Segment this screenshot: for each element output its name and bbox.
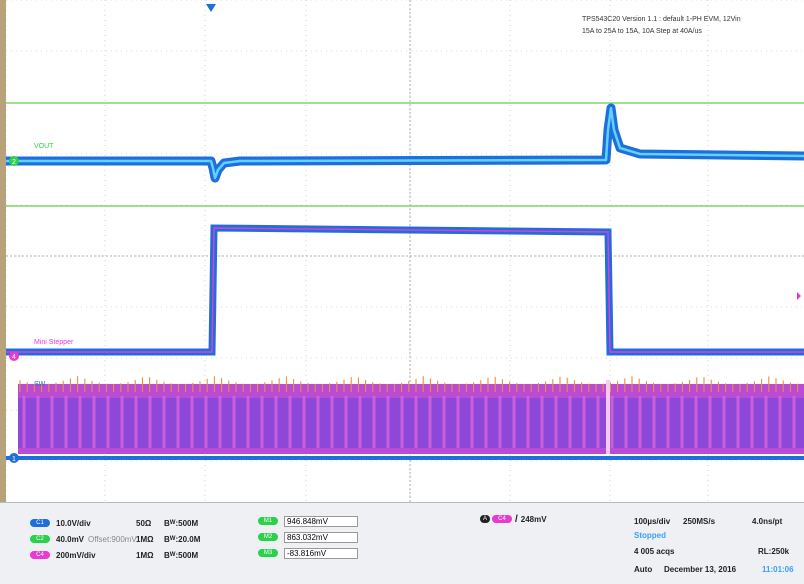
ch2-bandwidth: :20.0M	[175, 534, 201, 544]
ch1-bw-label: B	[164, 518, 170, 528]
clock-time: 11:01:06	[762, 565, 794, 574]
sw-gap	[606, 380, 610, 454]
ch2-bw-label: B	[164, 534, 170, 544]
ch4-marker-text: 4	[12, 354, 16, 361]
ch1-scale: 10.0V/div	[56, 518, 91, 528]
settings-bar: C1 10.0V/div 50Ω B W:500M C2 40.0mV Offse…	[0, 502, 804, 584]
left-edge-bar	[0, 0, 6, 502]
sw-label: SW	[34, 381, 46, 388]
measurement-3[interactable]: M3 -83.816mV	[258, 547, 358, 559]
vout-trace-core	[6, 106, 804, 180]
vout-label: VOUT	[34, 143, 54, 150]
ch2-impedance: 1MΩ	[136, 534, 154, 544]
trigger-level: 248mV	[520, 514, 547, 524]
ch1-bandwidth: :500M	[175, 518, 199, 528]
m1-value: 946.848mV	[284, 515, 358, 527]
ch2-marker-text: 2	[12, 159, 16, 166]
measurement-1[interactable]: M1 946.848mV	[258, 515, 358, 527]
resolution: 4.0ns/pt	[752, 517, 783, 526]
sample-rate: 250MS/s	[683, 517, 716, 526]
ch4-settings[interactable]: C4 200mV/div 1MΩ B W:500M	[30, 549, 198, 561]
acquisition-status[interactable]: Stopped	[634, 531, 666, 540]
ch2-badge: C2	[30, 535, 50, 543]
trigger-slope-icon: /	[515, 513, 518, 525]
trigger-position-marker[interactable]	[206, 4, 216, 12]
trigger-settings[interactable]: A C4 / 248mV	[480, 513, 547, 525]
trigger-level-marker[interactable]	[797, 292, 801, 300]
m2-badge: M2	[258, 533, 278, 541]
measurement-2[interactable]: M2 863.032mV	[258, 531, 358, 543]
sw-overshoot-spikes	[19, 376, 799, 392]
trigger-mode[interactable]: Auto	[634, 565, 653, 574]
trigger-a-badge: A	[480, 515, 490, 523]
ch2-ground-marker[interactable]	[9, 156, 19, 166]
ch2-offset: Offset:900mV	[88, 534, 137, 544]
acquisition-count: 4 005 acqs	[634, 547, 675, 556]
trigger-source-badge: C4	[492, 515, 512, 523]
ch2-bw-sub: W	[169, 536, 176, 542]
sw-pulse-bars	[22, 396, 796, 448]
ch1-impedance: 50Ω	[136, 518, 152, 528]
m1-badge: M1	[258, 517, 278, 525]
date: December 13, 2016	[664, 565, 737, 574]
stepper-label: Mini Stepper	[34, 339, 74, 346]
m2-value: 863.032mV	[284, 531, 358, 543]
ch4-bw-label: B	[164, 550, 170, 560]
timebase[interactable]: 100µs/div	[634, 517, 671, 526]
m3-badge: M3	[258, 549, 278, 557]
ch4-ground-marker[interactable]	[9, 351, 19, 361]
ch4-badge: C4	[30, 551, 50, 559]
ch4-scale: 200mV/div	[56, 550, 96, 560]
ch1-marker-text: 1	[12, 456, 16, 463]
ch4-bandwidth: :500M	[175, 550, 199, 560]
annotation-line-2: 15A to 25A to 15A, 10A Step at 40A/us	[582, 28, 702, 35]
ch1-badge: C1	[30, 519, 50, 527]
record-length: RL:250k	[758, 547, 790, 556]
waveforms	[6, 102, 804, 460]
stepper-trace-core	[6, 227, 804, 353]
ch1-bw-sub: W	[169, 520, 176, 526]
ch4-impedance: 1MΩ	[136, 550, 154, 560]
ch2-settings[interactable]: C2 40.0mV Offset:900mV 1MΩ B W:20.0M	[30, 533, 200, 545]
ch2-scale: 40.0mV	[56, 534, 85, 544]
m3-value: -83.816mV	[284, 547, 358, 559]
ch1-ground-marker[interactable]	[9, 453, 19, 463]
ch4-bw-sub: W	[169, 552, 176, 558]
waveform-area: 2 4 1 VOUT Mini Stepper SW	[0, 0, 804, 502]
ch1-settings[interactable]: C1 10.0V/div 50Ω B W:500M	[30, 517, 198, 529]
annotation-line-1: TPS543C20 Version 1.1 : default 1-PH EVM…	[582, 16, 741, 23]
